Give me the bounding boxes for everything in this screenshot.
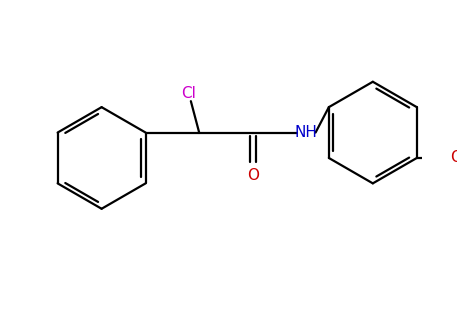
Text: NH: NH [295,125,318,140]
Text: O: O [451,151,457,165]
Text: O: O [247,168,259,183]
Text: Cl: Cl [181,86,196,101]
